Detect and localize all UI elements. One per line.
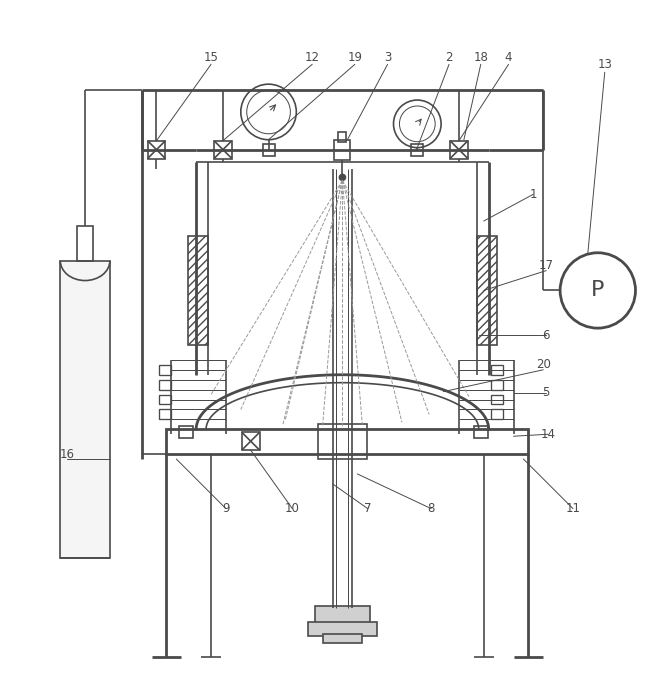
Text: 14: 14 [541,428,556,441]
Text: 16: 16 [60,448,75,460]
Circle shape [399,106,435,142]
Circle shape [393,100,441,148]
Bar [242,432,260,450]
Bar [188,236,208,345]
Bar [339,132,347,142]
Circle shape [247,90,290,133]
Text: 20: 20 [536,358,551,372]
Text: 2: 2 [446,51,453,64]
Bar [490,365,502,375]
Text: 13: 13 [597,58,612,71]
Text: 11: 11 [565,502,581,515]
Bar [411,144,423,155]
Bar [474,427,488,438]
Bar [179,427,193,438]
Bar [314,606,370,623]
Bar [322,634,363,643]
Text: 7: 7 [364,502,371,515]
Text: 8: 8 [427,502,435,515]
Text: 15: 15 [203,51,219,64]
Text: 12: 12 [304,51,320,64]
Bar [334,140,351,160]
Bar [490,395,502,405]
Text: 6: 6 [543,329,550,341]
Bar [60,261,110,558]
Bar [318,424,367,459]
Circle shape [560,252,636,328]
Bar [167,429,529,454]
Text: P: P [591,281,605,301]
Bar [214,141,232,158]
Bar [308,622,377,636]
Bar [490,380,502,389]
Text: 4: 4 [505,51,512,64]
Text: 10: 10 [285,502,300,515]
Bar [77,226,93,261]
Text: 1: 1 [530,188,537,201]
Bar [159,395,171,405]
Circle shape [241,84,296,140]
Text: 17: 17 [539,259,554,272]
Bar [159,365,171,375]
Bar [490,409,502,420]
Bar [148,141,165,158]
Text: 19: 19 [347,51,363,64]
Bar [159,409,171,420]
Text: 3: 3 [384,51,391,64]
Text: 5: 5 [543,386,550,399]
Text: 18: 18 [474,51,488,64]
Bar [477,236,496,345]
Bar [450,141,468,158]
Circle shape [339,175,345,180]
Bar [263,144,274,155]
Text: 9: 9 [222,502,229,515]
Bar [159,380,171,389]
